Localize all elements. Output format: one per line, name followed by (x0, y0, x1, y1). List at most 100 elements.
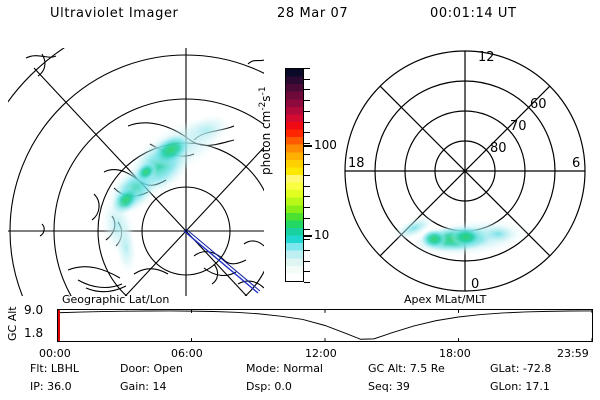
colorbar-axis-title: photon cm-2s-1 (258, 86, 273, 175)
status-field: Flt: LBHL (30, 362, 79, 375)
status-field: GLat: -72.8 (490, 362, 551, 375)
colorbar-tick-label: 10 (314, 227, 330, 242)
colorbar-ticks (304, 68, 312, 283)
status-field-value: 14 (152, 380, 167, 393)
colorbar-tick (304, 89, 310, 91)
status-field-label: GLon: (490, 380, 526, 393)
status-field-label: GLat: (490, 362, 523, 375)
status-field: GLon: 17.1 (490, 380, 550, 393)
colorbar-tick (304, 271, 310, 273)
status-field-value: Normal (283, 362, 323, 375)
colorbar-major-tick (304, 234, 312, 237)
status-field-label: Door: (120, 362, 154, 375)
mlt-label-6: 6 (572, 156, 580, 171)
current-time-marker (58, 310, 60, 341)
colorbar-tick (304, 175, 310, 176)
page-title: Ultraviolet Imager (50, 6, 179, 21)
colorbar-tick (304, 153, 310, 155)
altitude-value-low: 1.8 (24, 326, 44, 340)
mlt-label-18: 18 (348, 156, 365, 171)
colorbar-tick (304, 260, 310, 262)
colorbar-tick (304, 132, 310, 134)
colorbar-tick (304, 110, 310, 112)
observation-date: 28 Mar 07 (277, 6, 349, 21)
colorbar-tick (304, 164, 310, 166)
colorbar-tick (304, 78, 310, 80)
status-field-label: Dsp: (246, 380, 275, 393)
status-field: Mode: Normal (246, 362, 323, 375)
status-panel: Flt: LBHL Door: Open Mode: Normal GC Alt: 7… (0, 362, 600, 398)
status-field: IP: 36.0 (30, 380, 72, 393)
status-field-value: 39 (395, 380, 410, 393)
mlt-label-0: 0 (471, 277, 479, 292)
status-field: Gain: 14 (120, 380, 167, 393)
status-field-value: LBHL (50, 362, 79, 375)
status-field-label: Flt: (30, 362, 51, 375)
status-field: Seq: 39 (368, 380, 410, 393)
time-axis-label: 12:00 (305, 347, 337, 360)
colorbar-tick (304, 196, 310, 198)
status-field-value: 17.1 (525, 380, 550, 393)
apex-plot-caption: Apex MLat/MLT (404, 293, 487, 306)
altitude-axis-title: GC Alt (6, 306, 19, 341)
colorbar-tick (304, 249, 310, 251)
status-field-label: Gain: (120, 380, 153, 393)
altitude-timeline-chart[interactable] (57, 309, 593, 342)
status-row: IP: 36.0 Gain: 14 Dsp: 0.0 Seq: 39 GLon: 17.… (0, 380, 600, 398)
colorbar-tick (304, 207, 310, 209)
status-field: GC Alt: 7.5 Re (368, 362, 445, 375)
altitude-tick-marks (58, 310, 592, 341)
mlat-label-70: 70 (510, 119, 527, 134)
geographic-plot-caption: Geographic Lat/Lon (62, 293, 170, 306)
mlt-label-12: 12 (478, 50, 495, 65)
apex-mlat-mlt-plot[interactable]: 12 6 18 0 60 70 80 (338, 45, 592, 297)
status-field-value: -72.8 (522, 362, 552, 375)
status-field-value: 7.5 Re (409, 362, 445, 375)
colorbar-unit-sup2: -1 (258, 86, 268, 96)
colorbar-tick (304, 282, 310, 283)
colorbar-unit-mid: s (259, 95, 273, 102)
status-row: Flt: LBHL Door: Open Mode: Normal GC Alt: 7… (0, 362, 600, 380)
geo-graticule (8, 48, 264, 296)
colorbar-tick-label: 100 (314, 138, 337, 153)
altitude-trace-line (58, 310, 592, 340)
colorbar-tick (304, 217, 310, 219)
status-field: Door: Open (120, 362, 183, 375)
status-field-label: IP: (30, 380, 48, 393)
colorbar-gradient (286, 69, 303, 281)
status-field-label: GC Alt: (368, 362, 410, 375)
time-axis-label: 00:00 (39, 347, 71, 360)
altitude-trace-svg (58, 310, 592, 341)
colorbar-unit-main: photon cm (259, 110, 273, 175)
altitude-value-high: 9.0 (24, 303, 44, 317)
status-field-label: Mode: (246, 362, 284, 375)
time-axis-label: 06:00 (171, 347, 203, 360)
status-field: Dsp: 0.0 (246, 380, 292, 393)
geographic-plot-svg (8, 48, 264, 296)
status-field-value: 36.0 (47, 380, 72, 393)
geographic-polar-plot[interactable] (8, 48, 264, 296)
colorbar-tick (304, 142, 310, 144)
colorbar-tick (304, 239, 310, 241)
mlat-label-60: 60 (530, 97, 547, 112)
colorbar-tick (304, 100, 310, 102)
mlt-aurora-emission (393, 215, 530, 257)
observation-time: 00:01:14 UT (430, 6, 517, 21)
orbit-track (183, 228, 261, 294)
mlt-plot-svg: 12 6 18 0 60 70 80 (344, 50, 586, 292)
colorbar-tick (304, 228, 310, 230)
colorbar-tick (304, 185, 310, 187)
aurora-emission (101, 114, 232, 274)
status-field-value: 0.0 (274, 380, 292, 393)
colorbar-major-tick (304, 145, 312, 148)
colorbar-tick (304, 121, 310, 123)
time-axis-label: 18:00 (439, 347, 471, 360)
mlat-label-80: 80 (490, 141, 507, 156)
status-field-value: Open (153, 362, 183, 375)
colorbar-unit-sup1: -2 (258, 101, 268, 111)
status-field-label: Seq: (368, 380, 396, 393)
colorbar-tick (304, 68, 310, 69)
time-axis-label: 23:59 (557, 347, 589, 360)
colorbar (285, 68, 304, 282)
